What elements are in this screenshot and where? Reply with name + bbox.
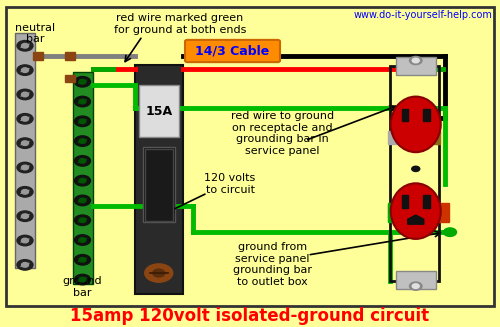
- Ellipse shape: [410, 282, 422, 290]
- Circle shape: [74, 215, 90, 226]
- Text: red wire to ground
on receptacle and
grounding bar in
service panel: red wire to ground on receptacle and gro…: [231, 111, 334, 156]
- Ellipse shape: [412, 58, 419, 63]
- Circle shape: [22, 92, 29, 97]
- Bar: [430, 131, 440, 144]
- Circle shape: [79, 179, 86, 183]
- Bar: [436, 203, 449, 222]
- Bar: [135, 65, 182, 294]
- Circle shape: [74, 96, 90, 107]
- Circle shape: [17, 211, 33, 221]
- Circle shape: [17, 65, 33, 75]
- Circle shape: [17, 138, 33, 148]
- Text: 14/3 Cable: 14/3 Cable: [196, 44, 270, 58]
- Circle shape: [22, 165, 29, 170]
- Text: neutral
bar: neutral bar: [15, 23, 55, 44]
- Bar: [388, 203, 400, 222]
- Circle shape: [79, 159, 86, 163]
- Ellipse shape: [391, 183, 441, 239]
- Bar: [65, 75, 75, 82]
- Text: ground
bar: ground bar: [62, 276, 102, 298]
- Text: ground from
service panel
grounding bar
to outlet box: ground from service panel grounding bar …: [233, 242, 312, 287]
- Circle shape: [153, 269, 165, 277]
- Circle shape: [17, 41, 33, 51]
- Circle shape: [412, 166, 420, 171]
- Circle shape: [79, 258, 86, 262]
- Bar: [15, 33, 35, 268]
- Circle shape: [17, 89, 33, 100]
- Ellipse shape: [410, 57, 422, 64]
- Circle shape: [74, 195, 90, 206]
- Circle shape: [74, 77, 90, 87]
- Circle shape: [74, 136, 90, 146]
- Circle shape: [22, 214, 29, 218]
- Bar: [139, 85, 178, 137]
- Circle shape: [79, 99, 86, 104]
- Bar: [423, 196, 430, 208]
- Bar: [32, 52, 42, 60]
- Bar: [145, 149, 172, 221]
- Circle shape: [22, 43, 29, 48]
- Bar: [430, 205, 440, 218]
- Circle shape: [22, 141, 29, 146]
- Circle shape: [22, 238, 29, 243]
- Polygon shape: [408, 215, 424, 224]
- Circle shape: [79, 277, 86, 282]
- Bar: [142, 147, 175, 222]
- Circle shape: [79, 119, 86, 124]
- Circle shape: [22, 116, 29, 121]
- Circle shape: [17, 260, 33, 270]
- Circle shape: [74, 116, 90, 127]
- Circle shape: [17, 162, 33, 173]
- Bar: [388, 205, 399, 218]
- Ellipse shape: [391, 96, 441, 152]
- Text: 15A: 15A: [145, 105, 172, 118]
- Circle shape: [22, 263, 29, 267]
- Bar: [72, 72, 92, 284]
- Circle shape: [74, 156, 90, 166]
- Text: www.do-it-yourself-help.com: www.do-it-yourself-help.com: [354, 10, 492, 20]
- Circle shape: [22, 68, 29, 72]
- Circle shape: [17, 235, 33, 246]
- Circle shape: [74, 254, 90, 265]
- Circle shape: [17, 187, 33, 197]
- Circle shape: [74, 274, 90, 285]
- Circle shape: [74, 235, 90, 245]
- Circle shape: [74, 175, 90, 186]
- Circle shape: [17, 113, 33, 124]
- Text: 120 volts
to circuit: 120 volts to circuit: [204, 173, 256, 195]
- Bar: [390, 65, 438, 281]
- Bar: [396, 271, 436, 289]
- Circle shape: [79, 79, 86, 84]
- FancyBboxPatch shape: [185, 40, 280, 62]
- Circle shape: [79, 198, 86, 203]
- Text: 15amp 120volt isolated-ground circuit: 15amp 120volt isolated-ground circuit: [70, 307, 430, 325]
- Circle shape: [79, 218, 86, 222]
- Circle shape: [22, 190, 29, 194]
- Circle shape: [145, 264, 173, 282]
- Bar: [402, 109, 408, 121]
- Circle shape: [79, 139, 86, 143]
- Bar: [423, 109, 430, 121]
- Circle shape: [444, 228, 456, 236]
- Bar: [65, 52, 75, 60]
- Bar: [396, 57, 436, 75]
- Text: red wire marked green
for ground at both ends: red wire marked green for ground at both…: [114, 13, 246, 35]
- Bar: [402, 196, 408, 208]
- Circle shape: [79, 238, 86, 242]
- Ellipse shape: [412, 284, 419, 288]
- Bar: [388, 131, 399, 144]
